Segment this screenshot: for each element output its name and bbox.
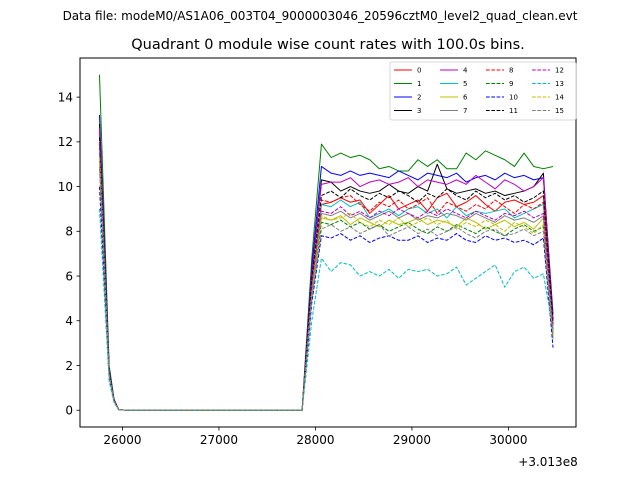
legend-label: 1 [417,80,421,88]
legend-label: 9 [509,80,513,88]
x-tick-label: 28000 [296,433,334,447]
legend-label: 2 [417,94,421,102]
x-offset-label: +3.013e8 [518,455,577,469]
series-layer [98,74,554,411]
x-tick-label: 27000 [200,433,238,447]
x-tick-label: 26000 [103,433,141,447]
legend-label: 11 [509,107,518,115]
y-tick-label: 8 [65,225,73,239]
y-tick-label: 2 [65,359,73,373]
legend-label: 0 [417,67,421,75]
legend-label: 6 [463,94,468,102]
legend-label: 4 [463,67,468,75]
legend-label: 5 [463,80,467,88]
y-tick-label: 12 [58,135,73,149]
x-tick-label: 30000 [489,433,527,447]
chart-title: Quadrant 0 module wise count rates with … [131,37,525,53]
y-axis: 0 2 4 6 8 10 12 14 [58,90,80,418]
legend-label: 7 [463,107,467,115]
y-tick-label: 4 [65,314,73,328]
series-line-14 [98,157,554,411]
y-tick-label: 10 [58,180,73,194]
legend-label: 15 [555,107,564,115]
axes-frame [79,57,577,428]
y-tick-label: 6 [65,269,73,283]
legend-label: 3 [417,107,421,115]
legend-label: 13 [555,80,564,88]
legend-label: 8 [509,67,513,75]
x-tick-label: 29000 [393,433,431,447]
series-line-8 [98,141,554,411]
legend-label: 14 [555,94,564,102]
legend-label: 12 [555,67,564,75]
series-line-12 [98,141,554,411]
x-axis: 26000 27000 28000 29000 30000 [103,427,528,447]
y-tick-label: 0 [65,404,73,418]
suptitle: Data file: modeM0/AS1A06_003T04_90000030… [63,9,578,23]
y-tick-label: 14 [58,90,73,104]
legend-label: 10 [509,94,518,102]
legend-box [389,61,577,121]
series-line-11 [98,137,554,411]
